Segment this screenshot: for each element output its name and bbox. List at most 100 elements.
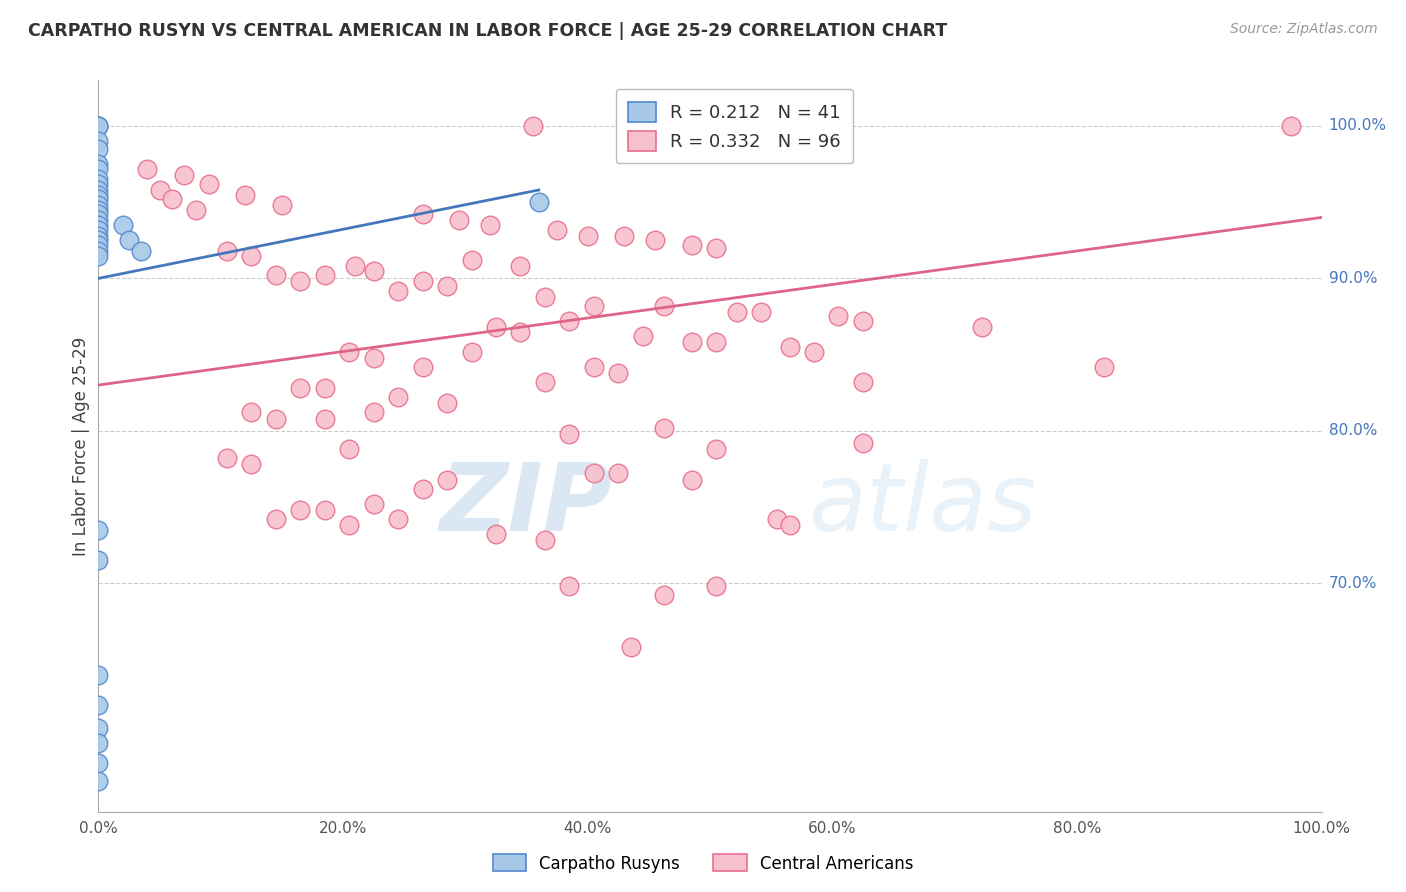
Point (779, 340, 801, 354)
Point (478, 218, 501, 232)
Point (87, 187, 110, 202)
Point (136, 161, 159, 176)
Point (264, 512, 287, 526)
Point (87, 553, 110, 567)
Point (558, 314, 581, 328)
Point (576, 228, 599, 243)
Point (387, 284, 409, 298)
Point (87, 161, 110, 176)
Text: 100.0%: 100.0% (1329, 119, 1386, 134)
Point (337, 344, 360, 359)
Point (607, 467, 630, 481)
Point (87, 134, 110, 148)
Point (436, 396, 458, 410)
Point (197, 177, 219, 191)
Text: ZIP: ZIP (439, 458, 612, 550)
Point (87, 233, 110, 247)
Point (852, 314, 875, 328)
Point (534, 533, 557, 548)
Point (87, 667, 110, 681)
Text: CARPATHO RUSYN VS CENTRAL AMERICAN IN LABOR FORCE | AGE 25-29 CORRELATION CHART: CARPATHO RUSYN VS CENTRAL AMERICAN IN LA… (28, 22, 948, 40)
Point (344, 259, 367, 273)
Point (704, 442, 727, 456)
Point (704, 241, 727, 255)
Point (87, 756, 110, 770)
Point (87, 248, 110, 262)
Point (631, 329, 654, 343)
Point (644, 233, 666, 247)
Point (290, 275, 312, 289)
Point (412, 275, 434, 289)
Point (215, 451, 238, 466)
Point (337, 518, 360, 533)
Point (118, 233, 141, 247)
Point (87, 119, 110, 133)
Point (87, 238, 110, 252)
Point (509, 325, 531, 339)
Point (619, 640, 641, 655)
Point (522, 119, 544, 133)
Point (186, 202, 208, 217)
Point (852, 436, 875, 450)
Point (681, 335, 703, 350)
Point (87, 119, 110, 133)
Point (803, 344, 825, 359)
Point (387, 390, 409, 404)
Text: 80.0%: 80.0% (1329, 424, 1376, 438)
Point (160, 192, 183, 206)
Point (363, 497, 385, 511)
Point (87, 222, 110, 236)
Point (240, 405, 263, 419)
Point (240, 248, 263, 262)
Point (87, 244, 110, 258)
Point (314, 268, 336, 283)
Point (87, 183, 110, 197)
Point (290, 503, 312, 517)
Point (652, 588, 675, 602)
Legend: R = 0.212   N = 41, R = 0.332   N = 96: R = 0.212 N = 41, R = 0.332 N = 96 (616, 89, 853, 163)
Point (314, 411, 336, 425)
Point (87, 202, 110, 217)
Point (582, 359, 605, 374)
Point (582, 467, 605, 481)
Point (412, 359, 434, 374)
Point (460, 344, 482, 359)
Point (87, 142, 110, 156)
Point (582, 299, 605, 313)
Point (314, 503, 336, 517)
Point (129, 244, 152, 258)
Point (546, 222, 568, 236)
Point (436, 473, 458, 487)
Point (87, 523, 110, 537)
Point (460, 253, 482, 268)
Point (412, 482, 434, 496)
Point (607, 366, 630, 380)
Point (264, 268, 287, 283)
Point (87, 119, 110, 133)
Point (233, 187, 256, 202)
Point (766, 512, 789, 526)
Point (652, 299, 675, 313)
Point (314, 381, 336, 395)
Point (852, 375, 875, 389)
Point (87, 157, 110, 171)
Point (111, 218, 134, 232)
Point (87, 213, 110, 227)
Point (485, 320, 508, 334)
Point (449, 213, 471, 227)
Point (725, 305, 748, 319)
Text: atlas: atlas (808, 459, 1036, 550)
Point (436, 279, 458, 293)
Point (558, 579, 581, 593)
Point (173, 168, 195, 182)
Point (149, 183, 172, 197)
Text: 70.0%: 70.0% (1329, 575, 1376, 591)
Point (87, 698, 110, 712)
Text: 90.0%: 90.0% (1329, 271, 1376, 285)
Point (387, 512, 409, 526)
Point (363, 405, 385, 419)
Point (652, 420, 675, 434)
Point (87, 207, 110, 221)
Point (534, 290, 557, 304)
Point (363, 351, 385, 365)
